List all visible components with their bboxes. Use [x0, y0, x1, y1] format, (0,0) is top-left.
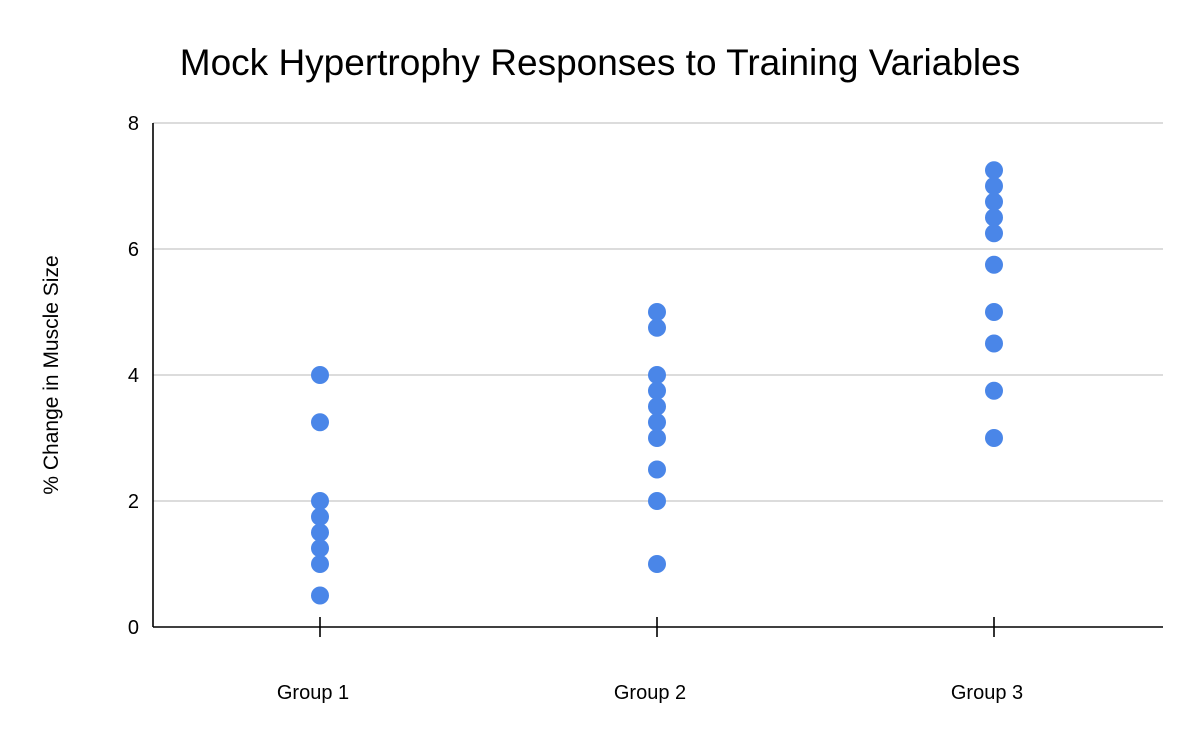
x-tick-label: Group 1: [277, 682, 349, 704]
data-point: [311, 555, 329, 573]
data-point: [985, 192, 1003, 211]
axes: [152, 123, 1163, 637]
data-point: [985, 208, 1003, 227]
data-point: [985, 177, 1003, 195]
data-point: [648, 303, 666, 321]
data-point: [985, 161, 1003, 180]
y-axis-label: % Change in Muscle Size: [40, 255, 63, 494]
data-point: [985, 429, 1003, 447]
data-point: [648, 555, 666, 573]
data-point: [311, 492, 329, 510]
y-tick-label: 6: [128, 239, 139, 261]
data-point: [311, 586, 329, 605]
data-point: [311, 366, 329, 384]
x-tick-label: Group 2: [614, 682, 686, 704]
data-point: [648, 460, 666, 479]
y-tick-label: 2: [128, 491, 139, 513]
y-tick-label: 0: [128, 617, 139, 639]
data-point: [311, 539, 329, 558]
y-tick-labels: 0 2 4 6 8: [128, 113, 139, 639]
x-tick-labels: Group 1 Group 2 Group 3: [277, 682, 1023, 704]
data-point: [648, 492, 666, 510]
data-point: [985, 224, 1003, 243]
data-point: [311, 507, 329, 526]
data-point: [311, 523, 329, 542]
data-point: [985, 255, 1003, 274]
data-point: [311, 413, 329, 432]
x-tick-label: Group 3: [951, 682, 1023, 704]
data-point: [648, 429, 666, 447]
y-tick-label: 4: [128, 365, 139, 387]
data-point: [985, 334, 1003, 353]
data-point: [648, 397, 666, 416]
chart-title: Mock Hypertrophy Responses to Training V…: [180, 42, 1020, 83]
data-point: [985, 381, 1003, 400]
data-point: [648, 318, 666, 337]
data-point: [985, 303, 1003, 321]
data-point: [648, 381, 666, 400]
data-points: [311, 161, 1003, 605]
y-tick-label: 8: [128, 113, 139, 135]
data-point: [648, 413, 666, 432]
data-point: [648, 366, 666, 384]
